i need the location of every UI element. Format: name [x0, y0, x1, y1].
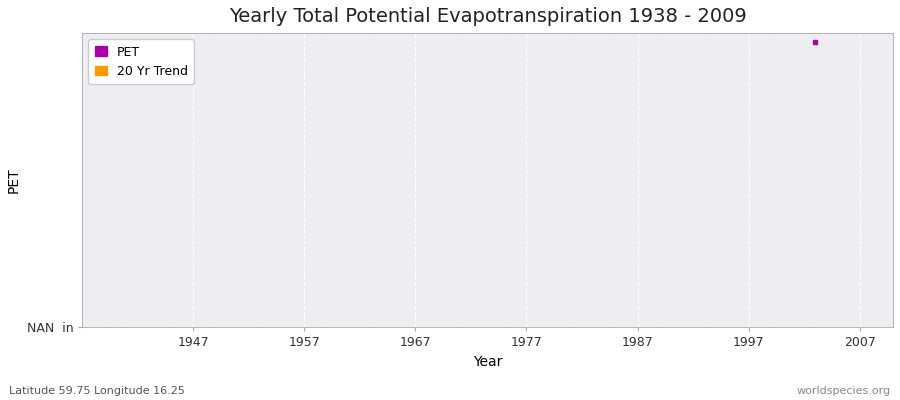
X-axis label: Year: Year	[472, 355, 502, 369]
Text: Latitude 59.75 Longitude 16.25: Latitude 59.75 Longitude 16.25	[9, 386, 184, 396]
Legend: PET, 20 Yr Trend: PET, 20 Yr Trend	[88, 39, 194, 84]
Text: worldspecies.org: worldspecies.org	[796, 386, 891, 396]
Title: Yearly Total Potential Evapotranspiration 1938 - 2009: Yearly Total Potential Evapotranspiratio…	[229, 7, 746, 26]
Y-axis label: PET: PET	[7, 168, 21, 193]
